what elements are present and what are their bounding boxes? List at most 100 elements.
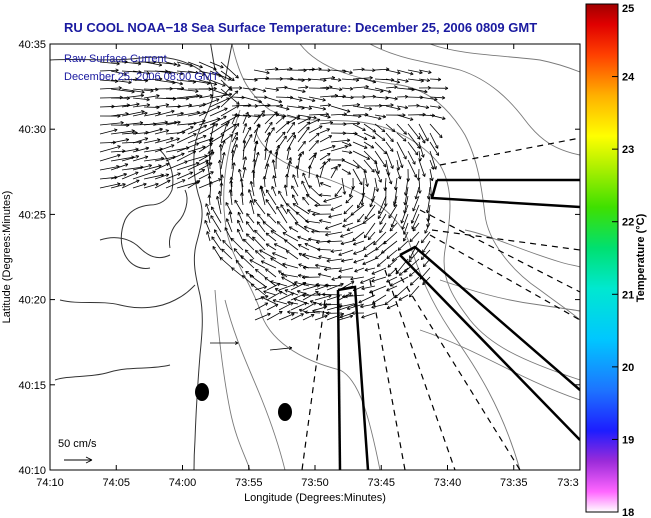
y-axis-ticks: 40:35 40:30 40:25 40:20 40:15 40:10 bbox=[18, 39, 580, 477]
current-vector bbox=[110, 138, 130, 144]
current-vector bbox=[242, 87, 256, 92]
current-vector bbox=[270, 257, 288, 269]
current-vector bbox=[385, 123, 396, 133]
current-vector bbox=[297, 235, 310, 242]
current-vector bbox=[110, 183, 126, 189]
current-vector bbox=[206, 212, 211, 224]
current-vector bbox=[253, 151, 260, 170]
current-vector bbox=[176, 126, 194, 135]
x-tick-label: 73:3 bbox=[557, 477, 578, 489]
x-tick-label: 73:35 bbox=[500, 477, 528, 489]
current-vector bbox=[154, 144, 175, 153]
current-vector bbox=[278, 302, 294, 311]
current-vector bbox=[319, 144, 336, 152]
current-vector bbox=[325, 231, 343, 237]
current-vector bbox=[209, 79, 226, 87]
x-axis-label: Longitude (Degrees:Minutes) bbox=[244, 492, 386, 504]
current-vector bbox=[272, 298, 288, 305]
current-vector bbox=[361, 312, 376, 319]
current-vector bbox=[340, 231, 354, 238]
current-vector bbox=[242, 126, 252, 143]
current-vector bbox=[99, 68, 119, 73]
current-vector bbox=[396, 94, 409, 99]
current-vector bbox=[239, 178, 244, 197]
current-vector bbox=[262, 221, 277, 233]
current-vector bbox=[328, 213, 343, 219]
current-vector bbox=[286, 87, 306, 94]
current-vector bbox=[99, 86, 122, 90]
current-vector bbox=[377, 195, 387, 215]
current-vector bbox=[121, 179, 140, 189]
current-vector bbox=[259, 249, 277, 260]
current-vector bbox=[319, 182, 332, 188]
current-vector bbox=[198, 61, 217, 71]
current-vector bbox=[187, 180, 201, 189]
current-vector bbox=[312, 212, 332, 217]
current-vector bbox=[330, 204, 343, 211]
current-vector bbox=[398, 267, 409, 276]
current-vector bbox=[253, 69, 270, 75]
current-vector bbox=[121, 155, 140, 162]
current-vector bbox=[352, 123, 366, 131]
current-vector bbox=[249, 180, 255, 197]
current-vector bbox=[330, 145, 349, 152]
x-tick-label: 74:10 bbox=[36, 477, 64, 489]
current-vector bbox=[260, 260, 277, 269]
current-vector bbox=[249, 274, 266, 287]
current-vector bbox=[308, 96, 326, 102]
current-vector bbox=[352, 132, 368, 141]
current-vector bbox=[165, 160, 188, 171]
current-vector bbox=[407, 69, 423, 75]
y-tick-label: 40:20 bbox=[18, 295, 46, 307]
current-vector bbox=[242, 134, 253, 152]
current-vector bbox=[418, 78, 431, 83]
current-vector bbox=[352, 105, 373, 111]
current-vector bbox=[297, 126, 310, 143]
current-vector bbox=[210, 341, 239, 345]
current-vector bbox=[198, 93, 214, 99]
current-vector bbox=[319, 68, 331, 73]
current-vector bbox=[314, 203, 332, 208]
current-vector bbox=[290, 301, 308, 311]
current-vector bbox=[266, 311, 283, 321]
current-vector bbox=[187, 145, 206, 153]
current-vector bbox=[290, 292, 307, 301]
current-vector bbox=[212, 246, 222, 260]
current-vector bbox=[352, 150, 371, 160]
current-vector bbox=[254, 285, 267, 291]
current-vector bbox=[389, 222, 398, 232]
current-vector bbox=[231, 113, 238, 125]
current-vector bbox=[302, 196, 310, 206]
current-vector bbox=[264, 121, 273, 134]
current-vector bbox=[409, 240, 420, 259]
colorbar-tick-label: 21 bbox=[622, 289, 634, 301]
x-tick-label: 74:05 bbox=[102, 477, 130, 489]
current-vector bbox=[338, 275, 354, 279]
current-vector bbox=[417, 177, 422, 194]
current-vector bbox=[341, 258, 354, 263]
colorbar-tick-label: 18 bbox=[622, 507, 634, 518]
current-vector bbox=[110, 163, 129, 171]
current-vector bbox=[369, 195, 376, 208]
current-vector bbox=[338, 292, 352, 301]
current-vector bbox=[319, 161, 326, 179]
current-vector bbox=[308, 132, 320, 143]
current-vector bbox=[297, 114, 317, 120]
current-vector bbox=[231, 123, 240, 134]
current-vector bbox=[265, 189, 277, 206]
current-vector bbox=[253, 110, 265, 125]
current-vector bbox=[302, 302, 317, 311]
current-vector bbox=[292, 203, 310, 215]
current-vector bbox=[220, 90, 239, 108]
current-vector bbox=[280, 204, 288, 215]
colorbar-tick-label: 22 bbox=[622, 217, 634, 229]
current-vector bbox=[205, 203, 211, 215]
current-vector bbox=[385, 168, 393, 185]
current-vector bbox=[240, 192, 244, 206]
radar-site-marker bbox=[195, 383, 209, 401]
current-vector bbox=[253, 140, 259, 161]
current-vector bbox=[386, 285, 398, 292]
current-vector bbox=[363, 168, 369, 187]
current-vector bbox=[132, 146, 150, 153]
current-vector bbox=[385, 78, 400, 84]
